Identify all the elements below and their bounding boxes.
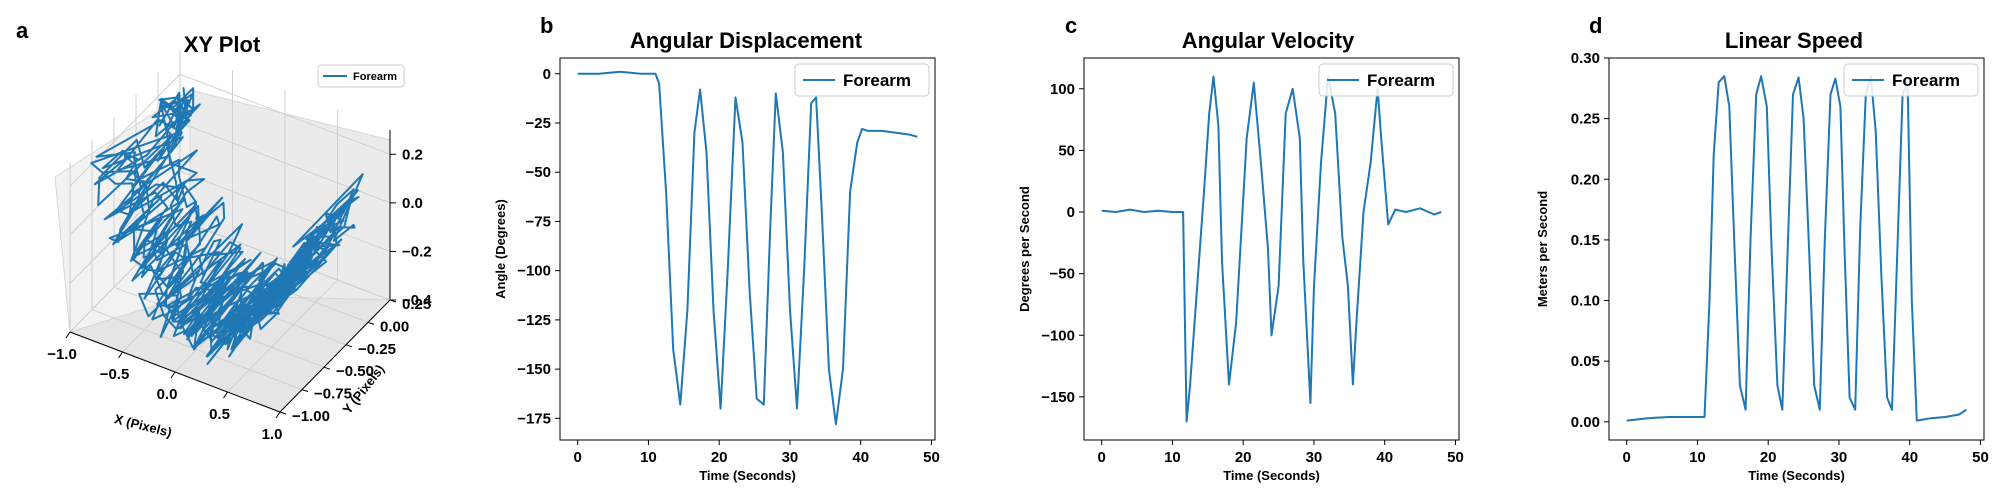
y-tick-label-d: 0.05	[1571, 353, 1600, 370]
legend-b: Forearm	[794, 63, 930, 97]
y-tick-label-d: 0.15	[1571, 232, 1600, 249]
panel-title-c: Angular Velocity	[1182, 28, 1355, 53]
xy-plot-3d: −1.0 −0.5 0.0 0.5 1.0 −1.00 −0.75 −0.50 −0.25 0.0…	[47, 50, 432, 443]
y-tick-label-b: −175	[517, 410, 551, 427]
y-tick-label-c: −100	[1041, 327, 1075, 344]
series-forearm-3d-trajectory	[90, 87, 364, 365]
x-tick-label-d: 50	[1972, 449, 1989, 466]
y-tick-label-a: −1.00	[292, 408, 330, 425]
x-tick-label-c: 20	[1235, 449, 1252, 466]
angular-velocity-chart: 0 10 20 30 40 50 100 50 0 −50 −100 −150 Time (Second…	[1017, 57, 1464, 483]
x-tick-label-b: 40	[852, 449, 869, 466]
legend-a-label: Forearm	[353, 71, 397, 83]
x-tick-label-c: 40	[1376, 449, 1393, 466]
legend-label-b: Forearm	[843, 71, 911, 90]
angular-displacement-chart: 0 10 20 30 40 50 0 −25 −50 −75 −100 −125 −150 −175 Tim…	[493, 57, 940, 483]
y-axis-label-b: Angle (Degrees)	[493, 199, 508, 299]
plot-frame-d	[1608, 57, 1985, 441]
legend-label-d: Forearm	[1892, 71, 1960, 90]
y-tick-label-d: 0.10	[1571, 293, 1600, 310]
y-tick-label-b: −75	[526, 213, 551, 230]
panel-title-d: Linear Speed	[1725, 28, 1863, 53]
x-tick-label-a: 1.0	[262, 426, 283, 443]
y-tick-label-b: −50	[526, 164, 551, 181]
x-tick-label-b: 50	[923, 449, 940, 466]
x-tick-label-b: 10	[640, 449, 657, 466]
z-tick-label-a: −0.2	[402, 243, 432, 260]
x-tick-label-b: 0	[574, 449, 582, 466]
y-axis-label-d: Meters per Second	[1535, 191, 1550, 307]
y-tick-label-a: 0.25	[402, 296, 431, 313]
y-tick-label-c: −150	[1041, 389, 1075, 406]
x-tick-label-b: 30	[782, 449, 799, 466]
panel-title-a: XY Plot	[184, 32, 261, 57]
z-tick-label-a: 0.2	[402, 146, 423, 163]
x-tick-label-a: 0.0	[157, 386, 178, 403]
panel-title-b: Angular Displacement	[630, 28, 863, 53]
series-forearm-line-d	[1626, 75, 1967, 422]
y-tick-label-b: −100	[517, 263, 551, 280]
y-tick-label-a: −0.50	[336, 363, 374, 380]
y-tick-label-b: −25	[526, 115, 551, 132]
y-tick-label-d: 0.30	[1571, 50, 1600, 67]
y-tick-label-c: 0	[1067, 204, 1075, 221]
y-tick-label-a: −0.25	[358, 341, 396, 358]
x-tick-label-d: 0	[1623, 449, 1631, 466]
x-tick-label-a: 0.5	[209, 406, 230, 423]
y-tick-label-a: −0.75	[314, 386, 352, 403]
y-tick-label-a: 0.00	[380, 318, 409, 335]
ticks-3d: −1.0 −0.5 0.0 0.5 1.0 −1.00 −0.75 −0.50 −0.25 0.0…	[47, 130, 432, 443]
y-tick-label-c: 50	[1058, 142, 1075, 159]
x-tick-label-c: 30	[1306, 449, 1323, 466]
legend-c: Forearm	[1318, 63, 1454, 97]
x-tick-label-c: 0	[1098, 449, 1106, 466]
panel-letter-b: b	[540, 13, 553, 38]
x-tick-label-d: 30	[1831, 449, 1848, 466]
legend-label-c: Forearm	[1367, 71, 1435, 90]
series-forearm-line-b	[577, 70, 918, 426]
x-tick-label-c: 50	[1447, 449, 1464, 466]
y-tick-label-d: 0.00	[1571, 414, 1600, 431]
y-tick-label-b: −150	[517, 361, 551, 378]
y-tick-label-b: −125	[517, 312, 551, 329]
series-forearm-line-c	[1101, 75, 1442, 423]
x-axis-label-d: Time (Seconds)	[1748, 468, 1845, 483]
linear-speed-chart: 0 10 20 30 40 50 0.00 0.05 0.10 0.15 0.20 0.25 0.30 T…	[1535, 50, 1989, 483]
y-tick-label-b: 0	[543, 66, 551, 83]
x-tick-label-c: 10	[1164, 449, 1181, 466]
x-axis-label-b: Time (Seconds)	[699, 468, 796, 483]
panel-letter-c: c	[1065, 13, 1077, 38]
plot-frame-c	[1083, 57, 1460, 441]
y-tick-label-c: −50	[1050, 266, 1075, 283]
y-tick-label-d: 0.20	[1571, 171, 1600, 188]
x-tick-label-d: 40	[1901, 449, 1918, 466]
plot-frame-b	[559, 57, 936, 441]
x-axis-label-c: Time (Seconds)	[1223, 468, 1320, 483]
x-tick-label-d: 10	[1689, 449, 1706, 466]
z-tick-label-a: −0.4	[402, 292, 432, 309]
z-tick-label-a: 0.0	[402, 195, 423, 212]
y-tick-label-c: 100	[1050, 81, 1075, 98]
x-tick-label-b: 20	[711, 449, 728, 466]
y-tick-label-d: 0.25	[1571, 111, 1600, 128]
legend-a: Forearm	[317, 64, 405, 88]
y-axis-label-c: Degrees per Second	[1017, 186, 1032, 312]
x-tick-label-d: 20	[1760, 449, 1777, 466]
x-axis-label-a: X (Pixels)	[113, 411, 173, 440]
panel-letter-a: a	[16, 18, 29, 43]
legend-d: Forearm	[1843, 63, 1979, 97]
panel-letter-d: d	[1589, 13, 1602, 38]
x-tick-label-a: −0.5	[100, 366, 130, 383]
x-tick-label-a: −1.0	[47, 346, 77, 363]
